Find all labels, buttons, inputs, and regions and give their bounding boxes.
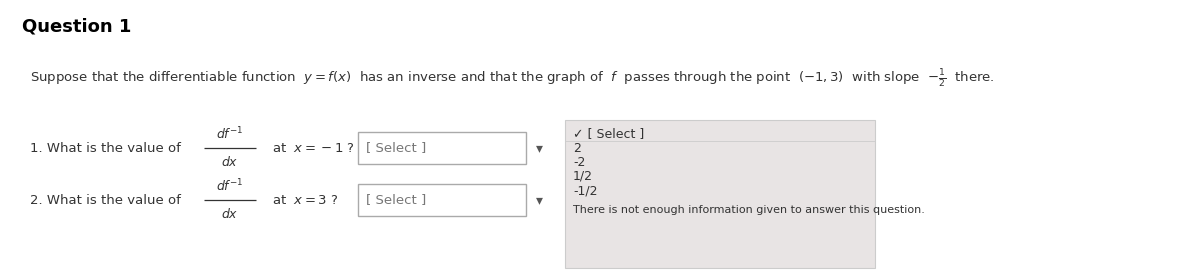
Text: There is not enough information given to answer this question.: There is not enough information given to… bbox=[574, 205, 925, 215]
Text: $df^{-1}$: $df^{-1}$ bbox=[216, 126, 244, 142]
Text: 2: 2 bbox=[574, 142, 581, 155]
Text: ✓ [ Select ]: ✓ [ Select ] bbox=[574, 128, 644, 140]
FancyBboxPatch shape bbox=[565, 120, 875, 268]
Text: $df^{-1}$: $df^{-1}$ bbox=[216, 178, 244, 194]
Text: at  $x = 3$ ?: at $x = 3$ ? bbox=[272, 193, 338, 207]
Text: ▾: ▾ bbox=[536, 141, 542, 155]
Text: -2: -2 bbox=[574, 155, 586, 168]
Text: [ Select ]: [ Select ] bbox=[366, 142, 426, 155]
FancyBboxPatch shape bbox=[358, 184, 526, 216]
FancyBboxPatch shape bbox=[358, 132, 526, 164]
Text: $dx$: $dx$ bbox=[221, 155, 239, 169]
Text: Question 1: Question 1 bbox=[22, 18, 131, 36]
Text: at  $x = -1$ ?: at $x = -1$ ? bbox=[272, 142, 355, 155]
Text: -1/2: -1/2 bbox=[574, 185, 598, 197]
Text: 1/2: 1/2 bbox=[574, 170, 593, 182]
Text: Suppose that the differentiable function  $y = f(x)$  has an inverse and that th: Suppose that the differentiable function… bbox=[30, 68, 995, 90]
Text: [ Select ]: [ Select ] bbox=[366, 193, 426, 207]
Text: 2. What is the value of: 2. What is the value of bbox=[30, 193, 181, 207]
Text: ▾: ▾ bbox=[536, 193, 542, 207]
Text: $dx$: $dx$ bbox=[221, 207, 239, 221]
Text: 1. What is the value of: 1. What is the value of bbox=[30, 142, 181, 155]
